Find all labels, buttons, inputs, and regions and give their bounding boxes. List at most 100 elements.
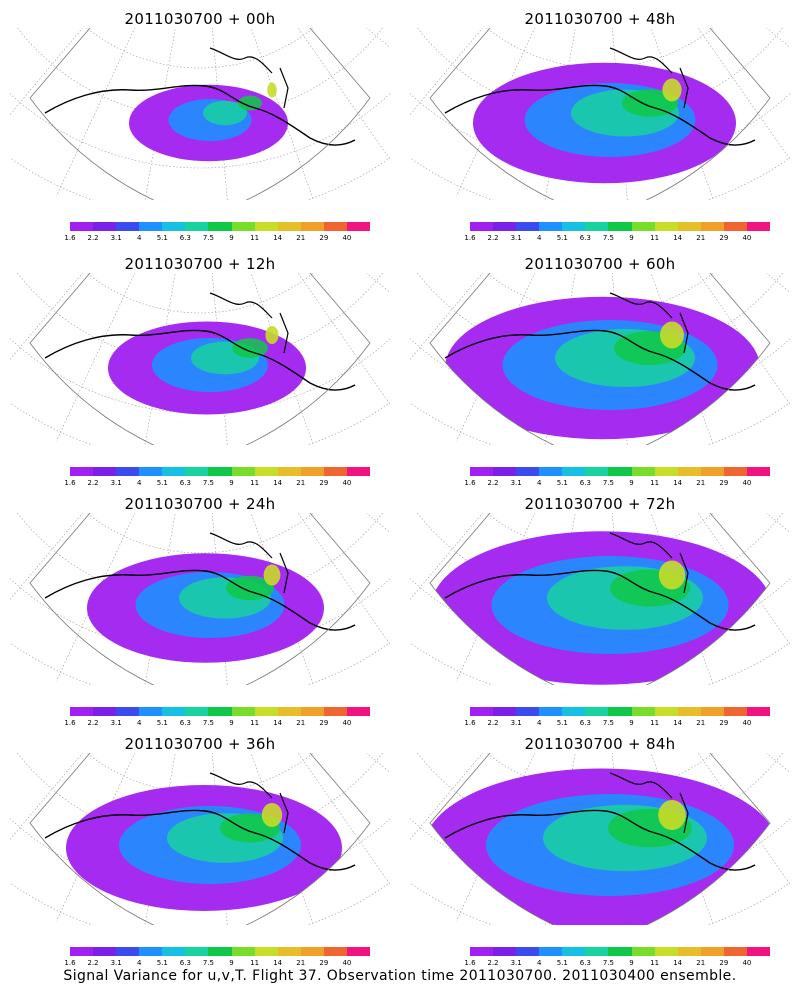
colorbar-segment <box>185 222 209 231</box>
colorbar-label: 1.6 <box>464 959 476 967</box>
colorbar-label: 6.3 <box>179 959 191 967</box>
colorbar-segment <box>139 467 163 476</box>
colorbar-segment <box>700 222 724 231</box>
colorbar-segment <box>746 707 771 716</box>
colorbar-label: 9 <box>629 719 634 727</box>
colorbar-segment <box>723 467 747 476</box>
colorbar-segment <box>116 222 140 231</box>
coastline <box>44 84 356 146</box>
colorbar-labels: 1.6 2.2 3.1 4 5.1 6.3 7.5 9 11 14 21 29 40 <box>464 234 770 244</box>
colorbar-label: 40 <box>742 959 752 967</box>
colorbar-segment <box>585 467 609 476</box>
colorbar-label: 7.5 <box>602 234 615 242</box>
colorbar-label: 4 <box>536 959 542 967</box>
colorbar-segment <box>70 222 94 231</box>
panel-title: 2011030700 + 84h <box>524 735 676 753</box>
colorbar-segment <box>677 467 701 476</box>
variance-field <box>66 785 342 911</box>
colorbar-segment <box>231 467 255 476</box>
panel-title: 2011030700 + 36h <box>124 735 276 753</box>
colorbar-segment <box>631 707 655 716</box>
colorbar-segment <box>231 707 255 716</box>
colorbar-label: 5.1 <box>556 959 568 967</box>
colorbar-segment <box>516 222 540 231</box>
polar-map <box>410 513 790 685</box>
colorbar-label: 21 <box>696 719 706 727</box>
colorbar-label: 6.3 <box>579 234 591 242</box>
colorbar-segment <box>208 222 232 231</box>
colorbar-label: 29 <box>319 719 329 727</box>
variance-field <box>430 768 770 925</box>
colorbar-label: 11 <box>250 234 260 242</box>
colorbar-label: 11 <box>250 719 260 727</box>
colorbar-segment <box>562 222 586 231</box>
colorbar-label: 6.3 <box>179 234 191 242</box>
colorbar-segment <box>93 467 117 476</box>
colorbar-labels: 1.6 2.2 3.1 4 5.1 6.3 7.5 9 11 14 21 29 40 <box>64 234 370 244</box>
colorbar-label: 14 <box>273 234 283 242</box>
colorbar-segment <box>493 947 517 956</box>
arctic-islands <box>609 772 689 834</box>
colorbar-label: 3.1 <box>110 234 122 242</box>
colorbar-segment <box>654 947 678 956</box>
colorbar <box>470 707 771 716</box>
colorbar-segment <box>93 947 117 956</box>
colorbar-segment <box>562 467 586 476</box>
polar-map <box>10 753 390 925</box>
colorbar-label: 14 <box>273 959 283 967</box>
colorbar-segment <box>493 707 517 716</box>
colorbar-label: 6.3 <box>179 719 191 727</box>
colorbar-segment <box>185 467 209 476</box>
colorbar-label: 7.5 <box>602 959 615 967</box>
colorbar-segment <box>516 467 540 476</box>
coastline <box>444 569 756 631</box>
panel-title: 2011030700 + 60h <box>524 255 676 273</box>
colorbar-segment <box>139 222 163 231</box>
colorbar-segment <box>516 707 540 716</box>
colorbar-label: 21 <box>696 479 706 487</box>
forecast-panel: 2011030700 + 72h 1.6 2.2 3.1 4 5.1 6.3 7.5 9 11 14… <box>410 485 790 730</box>
colorbar-segment <box>323 222 347 231</box>
arctic-islands <box>609 47 689 109</box>
colorbar-segment <box>162 707 186 716</box>
colorbar-labels: 1.6 2.2 3.1 4 5.1 6.3 7.5 9 11 14 21 29 40 <box>64 959 370 969</box>
colorbar-label: 1.6 <box>64 959 76 967</box>
colorbar-label: 3.1 <box>110 719 122 727</box>
colorbar-label: 4 <box>136 234 142 242</box>
colorbar-label: 11 <box>250 959 260 967</box>
colorbar-label: 3.1 <box>510 719 522 727</box>
colorbar-label: 5.1 <box>156 234 168 242</box>
colorbar-label: 14 <box>273 479 283 487</box>
colorbar-segment <box>677 222 701 231</box>
colorbar-label: 2.2 <box>487 719 499 727</box>
colorbar-segment <box>562 707 586 716</box>
colorbar-segment <box>208 707 232 716</box>
colorbar-segment <box>70 707 94 716</box>
coastline <box>444 84 756 146</box>
colorbar-label: 4 <box>136 719 142 727</box>
colorbar-segment <box>162 947 186 956</box>
arctic-islands <box>209 532 289 594</box>
colorbar-segment <box>277 707 301 716</box>
colorbar-label: 6.3 <box>179 479 191 487</box>
colorbar-label: 40 <box>342 719 352 727</box>
colorbar-segment <box>631 947 655 956</box>
colorbar-label: 14 <box>673 234 683 242</box>
polar-map <box>10 273 390 445</box>
colorbar-segment <box>93 222 117 231</box>
colorbar-segment <box>277 222 301 231</box>
coastline <box>444 809 756 871</box>
colorbar-label: 7.5 <box>202 959 215 967</box>
panel-title: 2011030700 + 12h <box>124 255 276 273</box>
colorbar-label: 4 <box>536 234 542 242</box>
colorbar-label: 40 <box>742 234 752 242</box>
colorbar-label: 14 <box>273 719 283 727</box>
colorbar-segment <box>300 947 324 956</box>
colorbar-label: 11 <box>650 479 660 487</box>
colorbar-label: 7.5 <box>202 719 215 727</box>
arctic-islands <box>609 292 689 354</box>
colorbar-segment <box>323 707 347 716</box>
colorbar-segment <box>654 707 678 716</box>
colorbar-label: 3.1 <box>510 479 522 487</box>
colorbar-label: 29 <box>719 719 729 727</box>
